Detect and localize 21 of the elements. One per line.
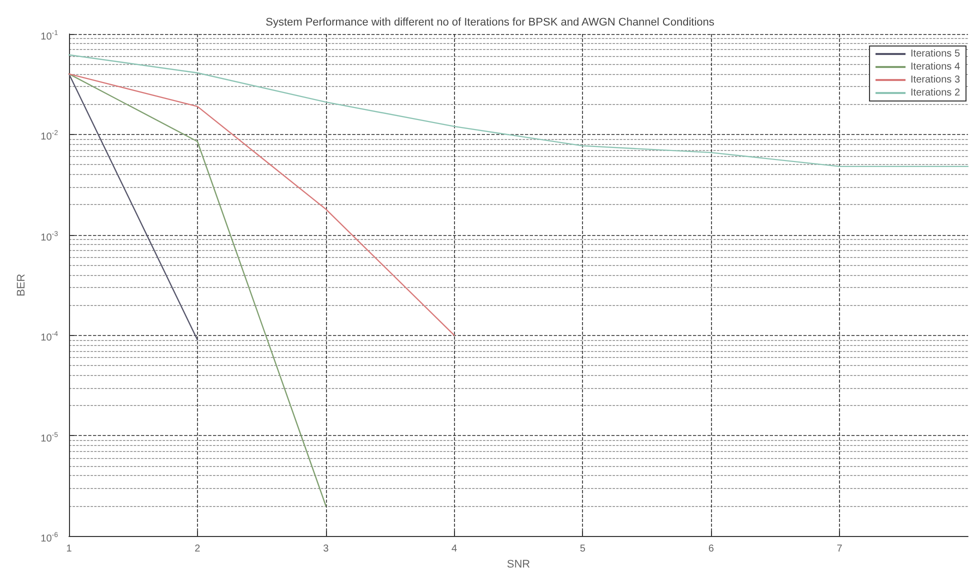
x-tick-label: 1	[66, 544, 72, 555]
legend-label: Iterations 3	[910, 74, 960, 86]
y-tick-label: 10$^{-4}$	[40, 330, 58, 346]
chart-title: System Performance with different no of Iterations for BPSK and AWGN Channel Conditions	[266, 16, 715, 28]
y-tick-label: 10$^{-5}$	[40, 430, 58, 446]
x-tick-label: 4	[452, 544, 458, 555]
x-tick-label: 3	[323, 544, 330, 555]
y-tick-label: 10$^{-2}$	[40, 129, 58, 145]
legend-label: Iterations 2	[910, 88, 960, 98]
line-series	[68, 73, 455, 336]
legend-label: Iterations 4	[910, 62, 960, 72]
x-tick-label: 2	[194, 544, 201, 555]
y-tick-label: 10$^{-1}$	[40, 29, 58, 44]
y-axis-title: BER	[16, 274, 28, 296]
legend-label: Iterations 5	[910, 48, 960, 60]
x-tick-label: 6	[708, 544, 714, 555]
x-tick-label: 5	[580, 544, 586, 555]
y-tick-label: 10$^{-3}$	[40, 230, 58, 246]
y-tick-label: 10$^{-6}$	[40, 531, 58, 546]
x-axis-title: SNR	[506, 558, 530, 570]
x-tick-label: 7	[836, 544, 843, 555]
